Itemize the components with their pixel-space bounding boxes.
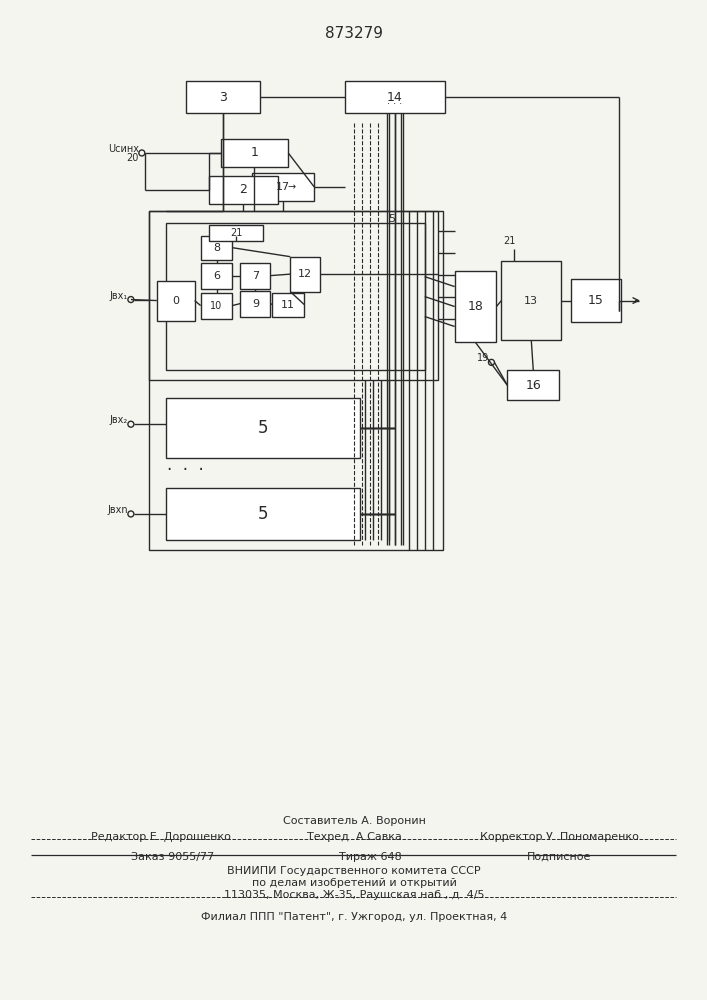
Bar — [240, 291, 270, 317]
Text: 873279: 873279 — [325, 26, 383, 41]
Text: 11: 11 — [281, 300, 296, 310]
Bar — [209, 176, 279, 204]
Text: 6: 6 — [213, 271, 220, 281]
Bar — [201, 263, 233, 289]
Bar — [508, 370, 559, 400]
Text: 10: 10 — [211, 301, 223, 311]
Text: Филиал ППП "Патент", г. Ужгород, ул. Проектная, 4: Филиал ППП "Патент", г. Ужгород, ул. Про… — [201, 912, 507, 922]
Text: 18: 18 — [467, 300, 484, 313]
Bar — [201, 293, 233, 319]
Text: ·  ·  ·: · · · — [168, 461, 204, 479]
Text: 0: 0 — [173, 296, 179, 306]
Text: 17: 17 — [276, 182, 291, 192]
Bar — [240, 263, 270, 289]
Text: по делам изобретений и открытий: по делам изобретений и открытий — [252, 878, 457, 888]
Text: 13: 13 — [525, 296, 538, 306]
Text: Заказ 9055/77: Заказ 9055/77 — [131, 852, 214, 862]
Text: 15: 15 — [588, 294, 604, 307]
Text: 2: 2 — [240, 183, 247, 196]
Bar — [455, 271, 496, 342]
Bar — [571, 279, 621, 322]
Text: 21: 21 — [230, 228, 243, 238]
Text: Редактор Е. Дорошенко: Редактор Е. Дорошенко — [90, 832, 230, 842]
Bar — [165, 488, 360, 540]
Text: Составитель А. Воронин: Составитель А. Воронин — [283, 816, 426, 826]
Text: Jвх₁: Jвх₁ — [110, 291, 128, 301]
Bar — [157, 281, 194, 320]
Bar — [501, 261, 561, 340]
Bar — [252, 173, 314, 201]
Text: 113035, Москва, Ж-35, Раушская наб., д. 4/5: 113035, Москва, Ж-35, Раушская наб., д. … — [223, 890, 484, 900]
Text: 1: 1 — [250, 146, 258, 159]
Text: 20: 20 — [127, 153, 139, 163]
Text: 14: 14 — [387, 91, 403, 104]
Bar — [345, 81, 445, 113]
Text: 7: 7 — [252, 271, 259, 281]
Bar — [148, 211, 438, 380]
Text: 12: 12 — [298, 269, 312, 279]
Text: Корректор У. Пономаренко: Корректор У. Пономаренко — [480, 832, 638, 842]
Text: →: → — [287, 182, 296, 192]
Text: 5: 5 — [257, 505, 268, 523]
Text: 5: 5 — [388, 214, 395, 224]
Text: 5: 5 — [257, 419, 268, 437]
Text: Jвхn: Jвхn — [107, 505, 128, 515]
Text: 8: 8 — [213, 243, 220, 253]
Text: 21: 21 — [503, 236, 515, 246]
Text: Подписное: Подписное — [527, 852, 591, 862]
Text: Техред  А.Савка: Техред А.Савка — [307, 832, 402, 842]
Text: . . .: . . . — [387, 96, 402, 106]
Text: 9: 9 — [252, 299, 259, 309]
Bar — [272, 293, 304, 317]
Bar — [186, 81, 260, 113]
Text: Jвх₂: Jвх₂ — [110, 415, 128, 425]
Text: Uсинх: Uсинх — [108, 144, 139, 154]
Bar — [148, 211, 443, 550]
Text: 19: 19 — [477, 353, 489, 363]
Bar — [291, 257, 320, 292]
Bar — [221, 139, 288, 167]
Text: 3: 3 — [219, 91, 227, 104]
Bar — [165, 398, 360, 458]
Bar — [209, 225, 263, 241]
Bar — [165, 223, 425, 370]
Bar — [201, 236, 233, 260]
Text: Тираж 648: Тираж 648 — [339, 852, 402, 862]
Text: ВНИИПИ Государственного комитета СССР: ВНИИПИ Государственного комитета СССР — [227, 866, 481, 876]
Text: 16: 16 — [525, 379, 541, 392]
